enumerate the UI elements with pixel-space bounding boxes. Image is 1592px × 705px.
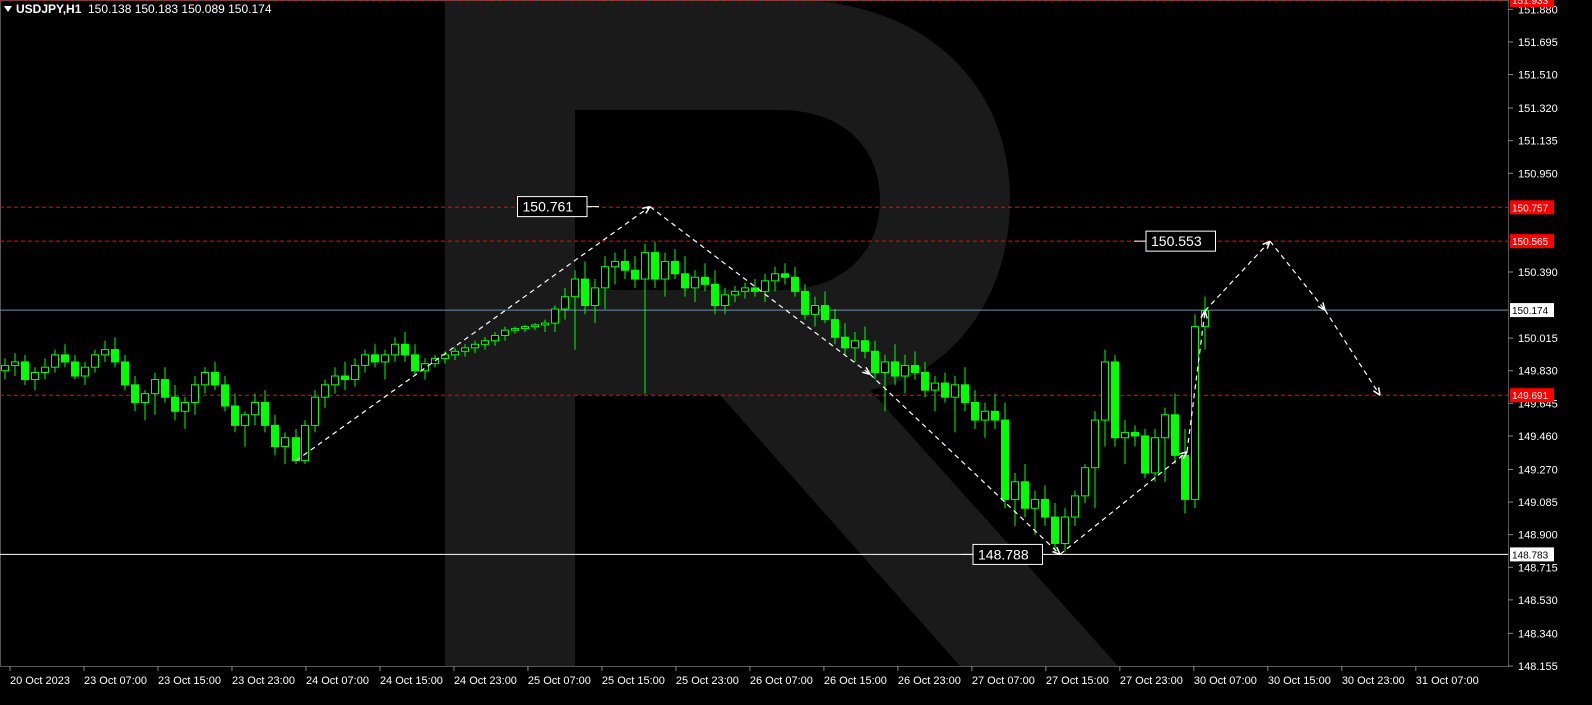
x-tick-label: 24 Oct 07:00 [306,675,369,687]
price-badge-text: 150.757 [1512,203,1549,214]
x-tick-label: 24 Oct 23:00 [454,675,517,687]
y-tick-label: 151.510 [1518,70,1558,82]
x-tick-label: 31 Oct 07:00 [1416,675,1479,687]
y-tick-label: 149.085 [1518,497,1558,509]
x-tick-label: 25 Oct 23:00 [676,675,739,687]
x-tick-label: 23 Oct 15:00 [158,675,221,687]
chart-header: USDJPY,H1 150.138 150.183 150.089 150.174 [4,2,272,16]
x-tick-label: 23 Oct 07:00 [84,675,147,687]
ohlc-text: 150.138 150.183 150.089 150.174 [88,2,272,16]
y-tick-label: 149.270 [1518,464,1558,476]
y-tick-label: 151.135 [1518,136,1558,148]
x-tick-label: 26 Oct 07:00 [750,675,813,687]
y-tick-label: 148.900 [1518,530,1558,542]
price-label-text: 150.553 [1151,233,1202,249]
x-tick-label: 26 Oct 15:00 [824,675,887,687]
price-label-text: 148.788 [978,546,1029,562]
x-tick-label: 25 Oct 07:00 [528,675,591,687]
y-tick-label: 148.155 [1518,661,1558,673]
price-badge-text: 150.565 [1512,237,1549,248]
x-tick-label: 24 Oct 15:00 [380,675,443,687]
candlestick-chart[interactable]: 151.880151.695151.510151.320151.135150.9… [0,0,1592,705]
price-label-text: 150.761 [523,199,574,215]
y-tick-label: 149.830 [1518,366,1558,378]
x-tick-label: 27 Oct 15:00 [1046,675,1109,687]
price-badge-text: 150.174 [1512,306,1549,317]
chart-container[interactable]: 151.880151.695151.510151.320151.135150.9… [0,0,1592,705]
y-tick-label: 149.460 [1518,431,1558,443]
y-tick-label: 148.530 [1518,595,1558,607]
x-tick-label: 30 Oct 07:00 [1194,675,1257,687]
y-tick-label: 148.340 [1518,628,1558,640]
x-tick-label: 30 Oct 23:00 [1342,675,1405,687]
x-tick-label: 26 Oct 23:00 [898,675,961,687]
x-tick-label: 30 Oct 15:00 [1268,675,1331,687]
y-tick-label: 150.015 [1518,333,1558,345]
price-badge-text: 151.933 [1512,0,1549,7]
y-tick-label: 151.320 [1518,103,1558,115]
x-tick-label: 20 Oct 2023 [10,675,70,687]
y-tick-label: 150.950 [1518,168,1558,180]
x-tick-label: 27 Oct 23:00 [1120,675,1183,687]
x-tick-label: 25 Oct 15:00 [602,675,665,687]
y-tick-label: 150.390 [1518,267,1558,279]
y-tick-label: 151.695 [1518,37,1558,49]
y-tick-label: 148.715 [1518,562,1558,574]
x-tick-label: 27 Oct 07:00 [972,675,1035,687]
symbol-text: USDJPY,H1 [16,2,82,16]
x-tick-label: 23 Oct 23:00 [232,675,295,687]
price-badge-text: 148.783 [1512,550,1549,561]
price-badge-text: 149.691 [1512,391,1549,402]
